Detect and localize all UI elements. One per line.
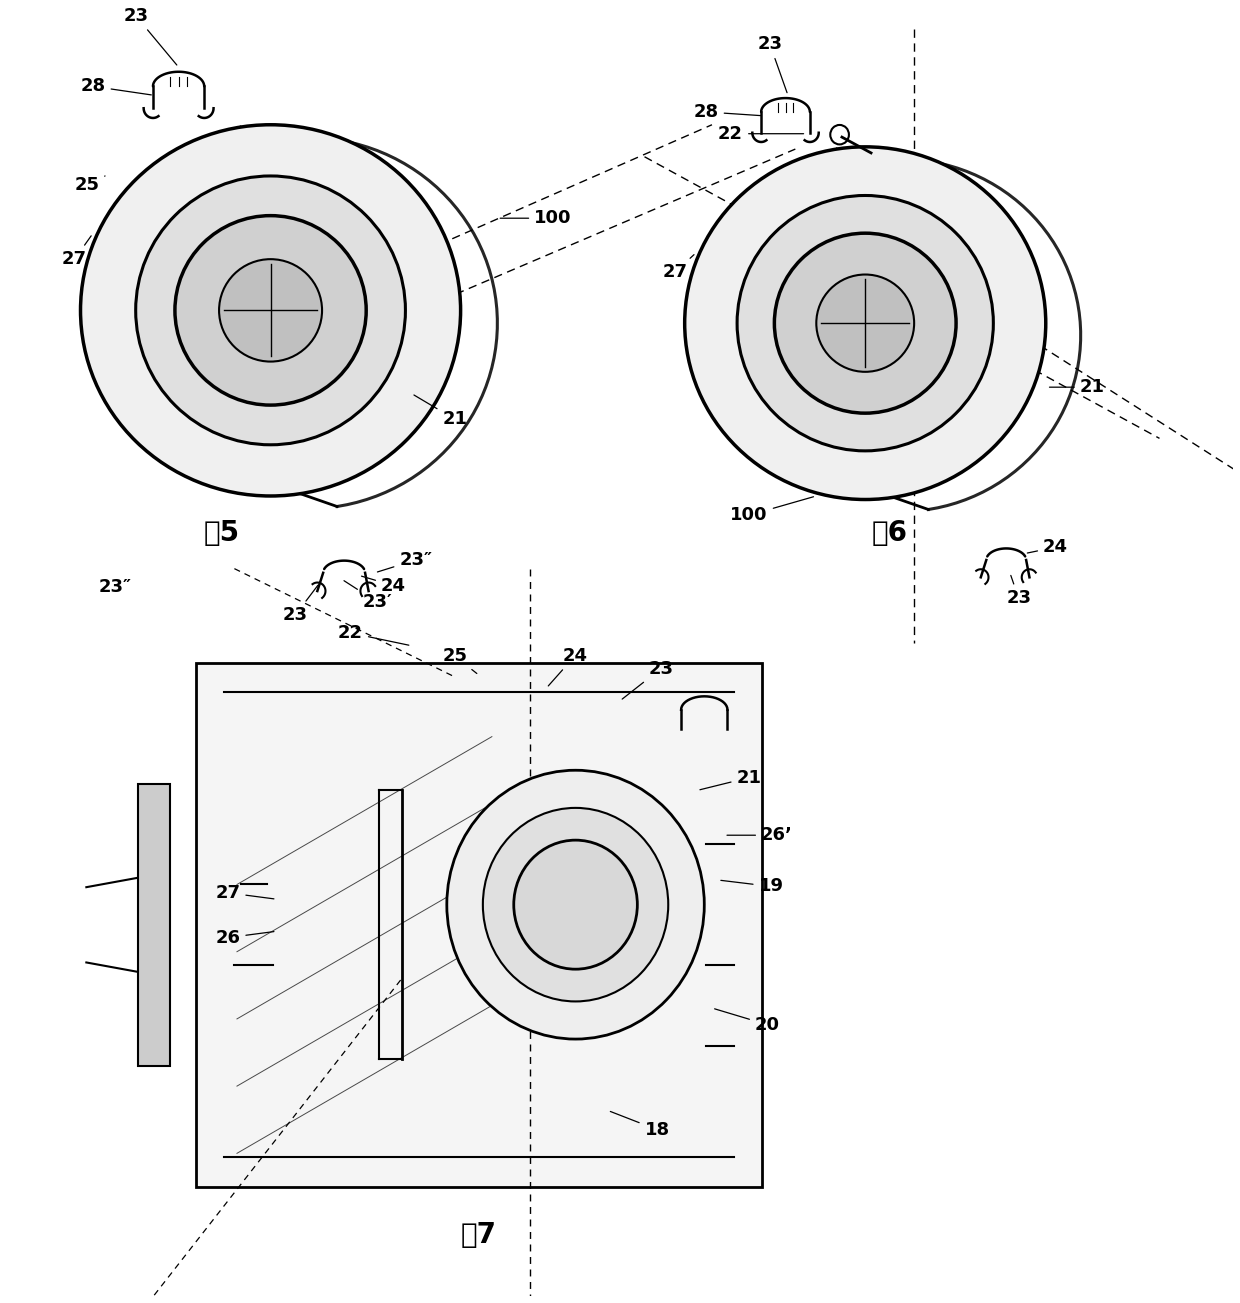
Text: 27: 27 (216, 883, 274, 902)
Text: 23: 23 (124, 7, 177, 65)
Text: 21: 21 (699, 769, 761, 790)
Ellipse shape (774, 233, 956, 413)
Text: 23: 23 (622, 659, 673, 700)
Text: 26’: 26’ (727, 826, 792, 844)
Text: 23: 23 (758, 35, 787, 93)
Text: 图7: 图7 (461, 1221, 497, 1248)
Text: 24: 24 (362, 576, 405, 594)
Text: 图5: 图5 (203, 519, 239, 547)
Text: 21: 21 (414, 395, 467, 429)
Ellipse shape (135, 176, 405, 444)
Text: 100: 100 (730, 496, 813, 524)
Text: 23: 23 (283, 585, 317, 624)
Ellipse shape (175, 215, 366, 405)
Bar (138, 783, 170, 1066)
Text: 图6: 图6 (872, 519, 908, 547)
Text: 26: 26 (216, 929, 274, 946)
Circle shape (513, 840, 637, 969)
Text: 25: 25 (74, 176, 105, 194)
Text: 27: 27 (62, 236, 92, 268)
Text: 23: 23 (1006, 576, 1032, 607)
Ellipse shape (684, 147, 1045, 499)
Text: 28: 28 (81, 77, 151, 95)
Text: 23′: 23′ (343, 581, 392, 611)
Text: 27: 27 (663, 254, 694, 281)
Text: 22: 22 (718, 125, 804, 143)
Text: 21: 21 (1049, 378, 1105, 396)
Text: 19: 19 (720, 877, 784, 895)
Text: 28: 28 (693, 103, 760, 121)
Circle shape (482, 808, 668, 1002)
Ellipse shape (81, 125, 460, 496)
Text: 18: 18 (610, 1111, 670, 1139)
Text: 20: 20 (714, 1009, 780, 1033)
Circle shape (446, 770, 704, 1038)
Text: 23″: 23″ (377, 551, 433, 572)
Bar (196, 663, 763, 1187)
Ellipse shape (737, 195, 993, 451)
Text: 24: 24 (1027, 538, 1068, 556)
Ellipse shape (816, 275, 914, 371)
Text: 24: 24 (548, 648, 588, 685)
Text: 23″: 23″ (99, 579, 131, 595)
Text: 22: 22 (339, 624, 409, 645)
Text: 100: 100 (500, 210, 572, 227)
Ellipse shape (219, 259, 322, 361)
Text: 25: 25 (443, 648, 477, 674)
